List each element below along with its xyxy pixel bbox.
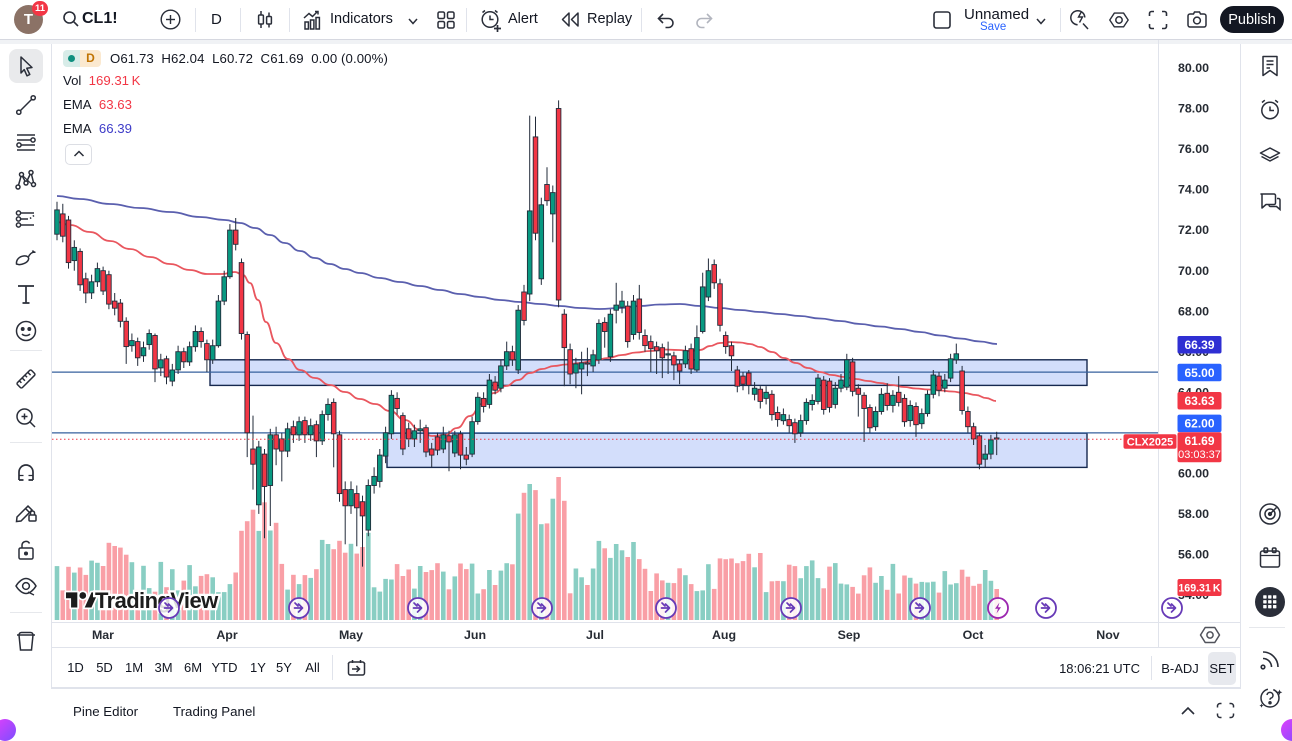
svg-text:Apr: Apr [216, 628, 238, 642]
svg-text:169.31 K: 169.31 K [1178, 582, 1221, 594]
svg-text:62.00: 62.00 [1184, 417, 1214, 431]
svg-text:60.00: 60.00 [1178, 466, 1209, 480]
svg-text:58.00: 58.00 [1178, 507, 1209, 521]
svg-text:May: May [339, 628, 363, 642]
svg-text:61.69: 61.69 [1184, 434, 1214, 448]
svg-text:Oct: Oct [963, 628, 984, 642]
svg-text:CLX2025: CLX2025 [1127, 436, 1173, 448]
svg-text:Nov: Nov [1096, 628, 1120, 642]
svg-text:80.00: 80.00 [1178, 61, 1209, 75]
svg-text:68.00: 68.00 [1178, 304, 1209, 318]
svg-text:76.00: 76.00 [1178, 142, 1209, 156]
svg-text:63.63: 63.63 [1184, 394, 1214, 408]
svg-text:56.00: 56.00 [1178, 548, 1209, 562]
svg-text:Aug: Aug [712, 628, 736, 642]
svg-text:74.00: 74.00 [1178, 183, 1209, 197]
svg-text:Jul: Jul [586, 628, 604, 642]
svg-text:Jun: Jun [464, 628, 486, 642]
svg-text:Mar: Mar [92, 628, 114, 642]
svg-text:72.00: 72.00 [1178, 223, 1209, 237]
svg-text:TradingView: TradingView [95, 588, 219, 613]
svg-text:Sep: Sep [838, 628, 861, 642]
svg-text:70.00: 70.00 [1178, 264, 1209, 278]
svg-text:65.00: 65.00 [1184, 366, 1214, 380]
svg-text:78.00: 78.00 [1178, 102, 1209, 116]
svg-text:03:03:37: 03:03:37 [1178, 449, 1221, 461]
svg-text:66.39: 66.39 [1184, 338, 1214, 352]
